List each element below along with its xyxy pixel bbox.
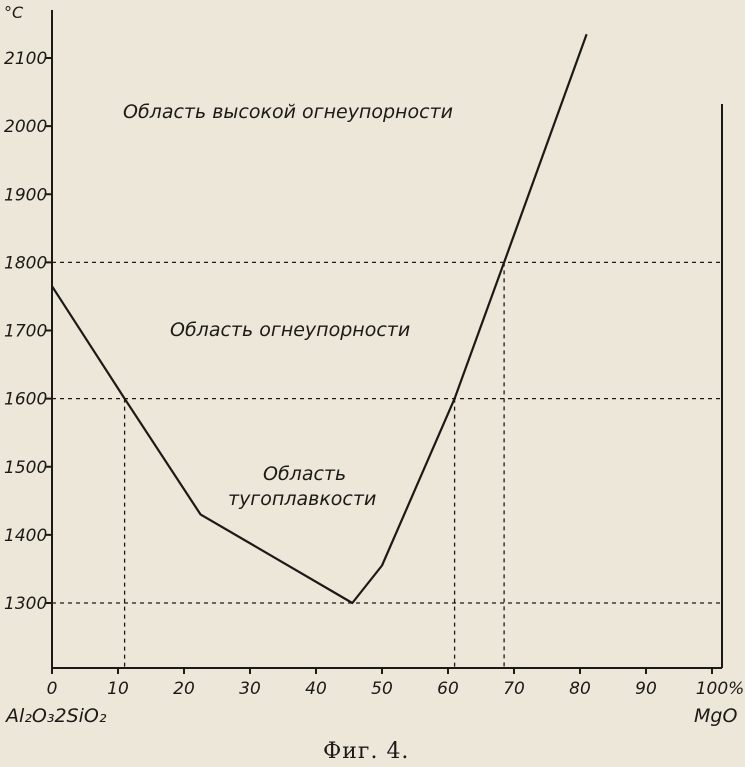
series-line bbox=[51, 33, 588, 605]
left-end-label: Al₂O₃2SiO₂ bbox=[4, 705, 107, 727]
y-tick-label: 1700 bbox=[4, 322, 47, 342]
x-tick-label: 90 bbox=[635, 679, 657, 699]
axes bbox=[51, 10, 723, 669]
y-tick-label: 1500 bbox=[4, 458, 47, 478]
tick-labels: 1300 1400 1500 1600 1700 1800 1900 2000 2100 0 10 2… bbox=[4, 49, 744, 699]
annotation-fusibility-line2: тугоплавкости bbox=[228, 488, 376, 510]
x-tick-label: 0 bbox=[47, 679, 58, 699]
annotation-refractoriness: Область огнеупорности bbox=[170, 319, 410, 341]
annotation-fusibility-line1: Область bbox=[263, 463, 346, 485]
right-end-label: MgO bbox=[694, 705, 737, 727]
y-tick-label: 1400 bbox=[4, 526, 47, 546]
y-unit-label: °C bbox=[4, 3, 24, 22]
annotation-high-refractoriness: Область высокой огнеупорности bbox=[123, 101, 453, 123]
x-tick-label: 80 bbox=[569, 679, 591, 699]
x-tick-label: 50 bbox=[371, 679, 393, 699]
y-tick-label: 2100 bbox=[4, 49, 47, 69]
x-tick-label: 10 bbox=[107, 679, 129, 699]
y-tick-label: 2000 bbox=[4, 117, 47, 137]
x-tick-label: 20 bbox=[173, 679, 195, 699]
y-tick-label: 1800 bbox=[4, 253, 47, 273]
y-tick-label: 1300 bbox=[4, 594, 47, 614]
x-tick-label: 100% bbox=[696, 679, 745, 699]
x-tick-label: 70 bbox=[503, 679, 525, 699]
reference-lines bbox=[52, 261, 722, 668]
x-tick-label: 30 bbox=[239, 679, 261, 699]
figure-caption: Фиг. 4. bbox=[323, 739, 409, 764]
y-tick-label: 1600 bbox=[4, 390, 47, 410]
y-tick-label: 1900 bbox=[4, 185, 47, 205]
x-tick-label: 40 bbox=[305, 679, 327, 699]
x-tick-label: 60 bbox=[437, 679, 459, 699]
